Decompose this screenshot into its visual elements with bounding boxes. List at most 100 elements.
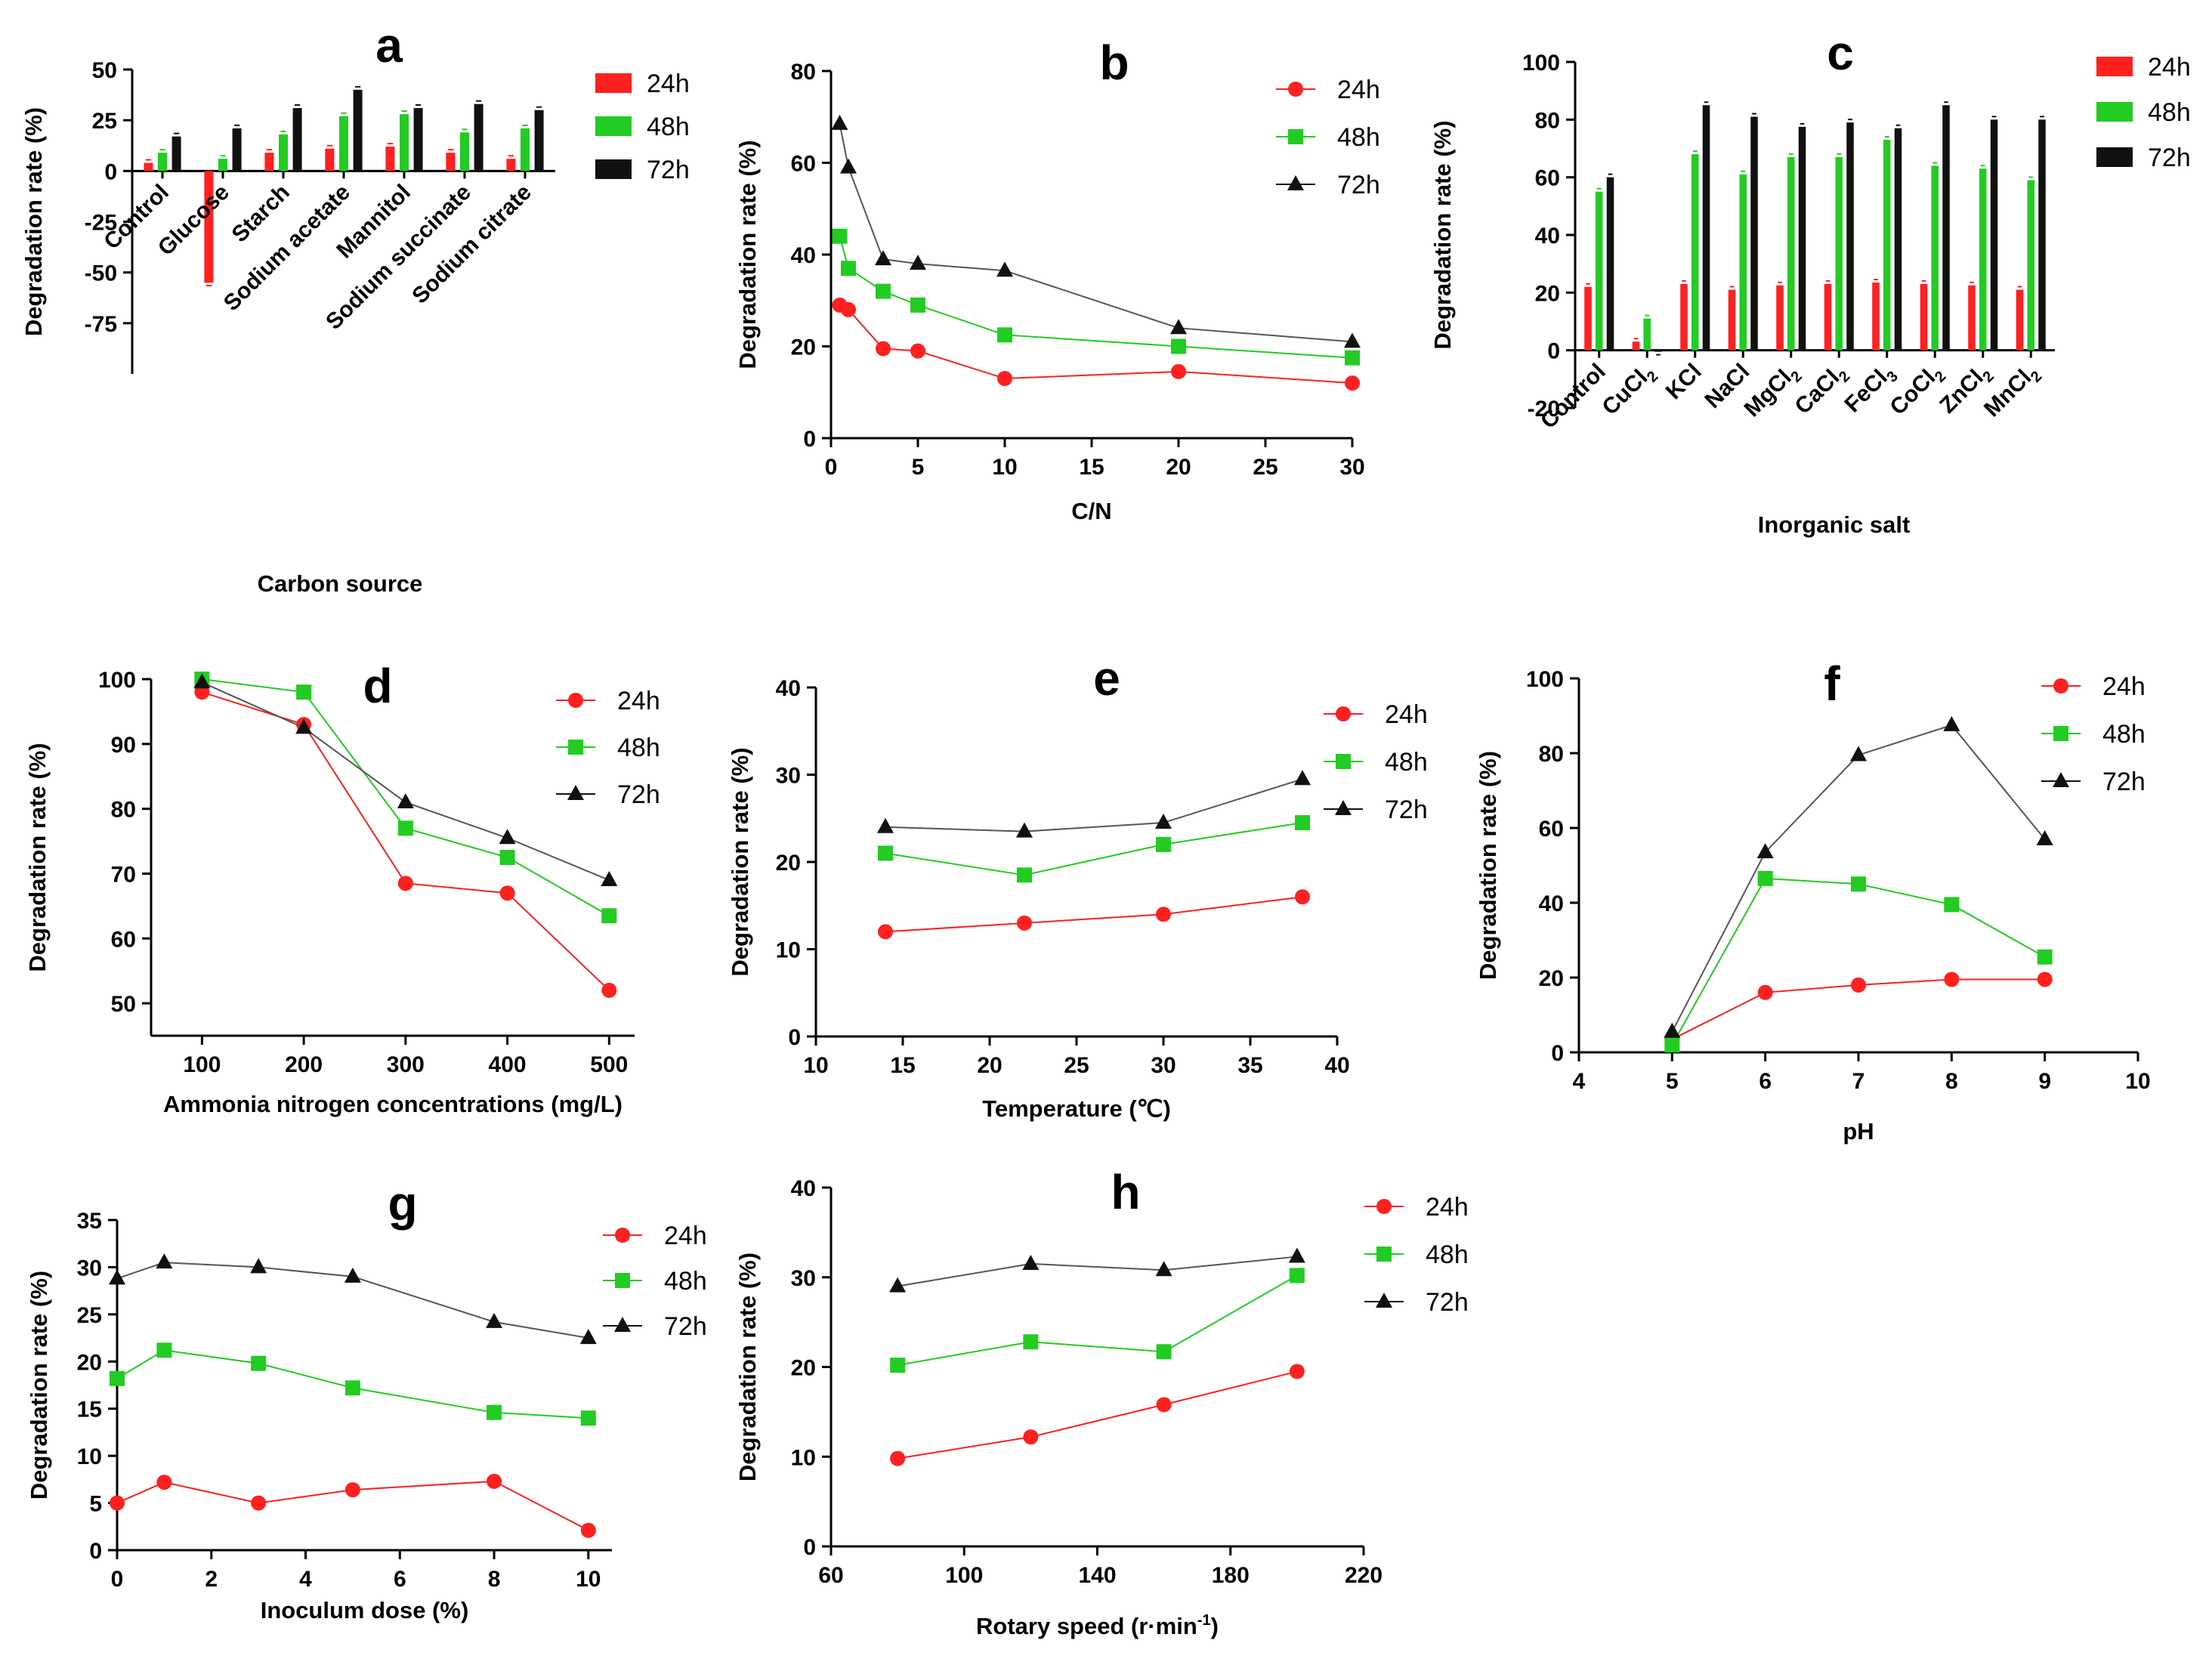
data-point-48h	[841, 261, 856, 276]
data-point-72h	[2036, 829, 2053, 845]
data-point-48h	[499, 850, 515, 865]
x-tick-label: 5	[912, 455, 925, 480]
panel-label: e	[1093, 651, 1120, 706]
data-point-24h	[1288, 82, 1303, 97]
x-axis-title: Rotary speed (r·min-1)	[976, 1612, 1219, 1639]
x-axis-title: Carbon source	[258, 570, 423, 597]
y-tick-label: 80	[1535, 108, 1560, 133]
legend-label-72h: 72h	[664, 1312, 707, 1341]
legend-label-24h: 24h	[1426, 1193, 1469, 1222]
data-point-24h	[841, 301, 856, 317]
x-axis-title-text: C/N	[1071, 498, 1111, 524]
data-point-24h	[615, 1228, 630, 1243]
y-tick-label: 20	[791, 1356, 816, 1381]
x-tick-label: 5	[1666, 1069, 1679, 1094]
x-axis-title-text: Rotary speed (r·min	[976, 1613, 1197, 1639]
series-line-48h	[885, 822, 1303, 876]
panel-label: f	[1824, 656, 1840, 711]
legend-swatch-48h	[595, 116, 632, 136]
data-point-48h	[1336, 754, 1351, 769]
x-tick-label: 20	[1166, 455, 1191, 480]
data-point-24h	[1156, 907, 1171, 922]
data-point-24h	[251, 1495, 267, 1511]
data-point-24h	[568, 693, 583, 708]
x-tick-label: 60	[818, 1563, 843, 1588]
data-point-48h	[296, 684, 312, 700]
y-tick-label: 10	[791, 1445, 816, 1470]
data-point-24h	[1336, 706, 1351, 721]
x-tick-label: 0	[111, 1567, 124, 1592]
data-point-48h	[1289, 1268, 1305, 1284]
x-tick-label: 25	[1253, 455, 1277, 480]
legend-swatch-24h	[2096, 57, 2133, 76]
bar-72h	[1750, 116, 1758, 351]
bar-24h	[1728, 289, 1736, 351]
legend-swatch-48h	[2096, 102, 2133, 122]
y-tick-label: 0	[803, 427, 816, 452]
legend: 24h 48h 72h	[1324, 700, 1428, 824]
x-tick-label: 500	[590, 1052, 628, 1077]
panel-label: a	[375, 18, 403, 73]
chart-panel-b: 0 20 40 60 80 Degradation rate (%) 0 5 10 15 20 25 3…	[734, 36, 1380, 524]
data-point-24h	[878, 924, 893, 940]
data-point-72h	[831, 114, 848, 130]
y-axis-title: Degradation rate (%)	[1475, 751, 1501, 980]
x-axis-title: Inorganic salt	[1758, 511, 1911, 538]
bar-24h	[264, 153, 274, 171]
y-tick-label: 20	[791, 335, 816, 360]
y-axis-title: Degradation rate (%)	[26, 1271, 52, 1500]
data-point-24h	[997, 371, 1012, 387]
x-tick-label: CaCl2	[1790, 359, 1854, 422]
data-point-48h	[2053, 726, 2068, 741]
panel-label: d	[363, 659, 392, 713]
y-tick-label: 60	[1539, 817, 1564, 842]
legend-swatch-24h	[595, 73, 632, 93]
legend-label-72h: 72h	[1337, 171, 1380, 199]
data-point-48h	[568, 740, 583, 755]
data-point-72h	[614, 1317, 631, 1332]
y-tick-label: 0	[1551, 1041, 1564, 1066]
series-line-48h	[839, 236, 1353, 359]
legend: 24h 48h 72h	[556, 687, 660, 809]
y-tick-label: 10	[77, 1444, 102, 1469]
bar-72h	[1702, 105, 1710, 351]
series-line-24h	[885, 896, 1303, 933]
y-tick-label: 50	[111, 992, 136, 1017]
bar-24h	[1584, 286, 1592, 351]
data-point-48h	[1295, 815, 1310, 831]
data-point-72h	[193, 673, 211, 689]
legend-label-24h: 24h	[2148, 53, 2191, 82]
x-axis-title-superscript: -1	[1197, 1612, 1211, 1629]
data-point-72h	[295, 718, 313, 734]
data-point-72h	[1287, 175, 1304, 190]
y-tick-label: 20	[1535, 281, 1560, 306]
legend: 24h 48h 72h	[1364, 1193, 1469, 1317]
data-point-48h	[1017, 867, 1032, 883]
x-tick-label: 100	[945, 1563, 983, 1588]
data-point-48h	[1171, 338, 1186, 354]
bar-48h	[218, 159, 227, 171]
data-point-24h	[1017, 915, 1032, 931]
x-tick-label: MgCl2	[1740, 359, 1806, 425]
data-point-72h	[579, 1329, 597, 1345]
x-axis-title-text: pH	[1843, 1118, 1874, 1144]
data-point-72h	[875, 250, 891, 266]
data-point-48h	[890, 1358, 906, 1373]
legend-label-48h: 48h	[664, 1267, 707, 1296]
legend-label-24h: 24h	[1385, 700, 1428, 729]
bar-24h	[1824, 283, 1832, 351]
legend: 24h 48h 72h	[2041, 672, 2146, 796]
legend-label-72h: 72h	[647, 156, 690, 184]
bar-72h	[474, 103, 483, 171]
data-point-48h	[615, 1273, 630, 1288]
bar-24h	[1632, 341, 1640, 351]
y-axis-title: Degradation rate (%)	[20, 107, 47, 336]
legend-label-24h: 24h	[2102, 672, 2146, 701]
y-axis-title: Degradation rate (%)	[24, 743, 51, 972]
data-point-48h	[580, 1410, 596, 1426]
x-axis-title: Ammonia nitrogen concentrations (mg/L)	[163, 1091, 623, 1117]
legend-label-48h: 48h	[2102, 720, 2146, 749]
bar-72h	[1654, 350, 1662, 352]
data-point-48h	[110, 1370, 125, 1386]
bar-24h	[144, 162, 153, 171]
